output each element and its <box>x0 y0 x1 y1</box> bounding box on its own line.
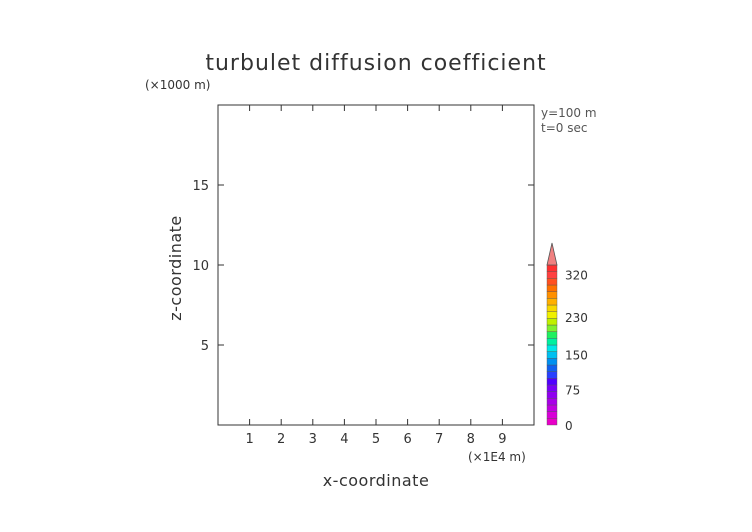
y-axis-unit: (×1000 m) <box>145 78 210 92</box>
colorbar-swatch <box>546 278 558 286</box>
colorbar-swatch <box>546 324 558 332</box>
annotation-time: t=0 sec <box>541 121 587 135</box>
colorbar-swatch <box>546 418 558 426</box>
colorbar-label: 0 <box>565 419 573 433</box>
y-tick-label: 5 <box>201 339 209 354</box>
x-tick-label: 5 <box>372 432 380 447</box>
x-axis-label: x-coordinate <box>323 471 430 490</box>
x-tick-label: 6 <box>403 432 411 447</box>
colorbar-swatch <box>546 411 558 419</box>
x-tick-label: 7 <box>435 432 443 447</box>
colorbar-swatch <box>546 351 558 359</box>
colorbar-swatch <box>546 318 558 326</box>
x-tick-label: 1 <box>245 432 253 447</box>
colorbar-extend-arrow <box>546 242 558 266</box>
colorbar-label: 230 <box>565 311 588 325</box>
colorbar-swatch <box>546 338 558 346</box>
y-tick-label: 15 <box>192 179 209 194</box>
y-axis-label: z-coordinate <box>166 215 185 321</box>
colorbar-swatch <box>546 291 558 299</box>
colorbar-swatch <box>546 398 558 406</box>
colorbar-swatch <box>546 404 558 412</box>
x-axis-unit: (×1E4 m) <box>468 450 526 464</box>
y-tick-label: 10 <box>192 259 209 274</box>
colorbar-swatch <box>546 358 558 366</box>
colorbar-swatch <box>546 384 558 392</box>
colorbar-swatch <box>546 378 558 386</box>
colorbar-swatch <box>546 264 558 272</box>
plot-area <box>217 104 535 426</box>
colorbar-swatch <box>546 311 558 319</box>
x-tick-label: 4 <box>340 432 348 447</box>
colorbar-swatch <box>546 391 558 399</box>
colorbar-swatch <box>546 298 558 306</box>
colorbar-swatch <box>546 371 558 379</box>
colorbar-swatch <box>546 304 558 312</box>
colorbar-label: 320 <box>565 268 588 282</box>
chart-title: turbulet diffusion coefficient <box>205 51 546 76</box>
colorbar-swatch <box>546 364 558 372</box>
annotation-y: y=100 m <box>541 106 597 120</box>
colorbar-label: 75 <box>565 384 580 398</box>
colorbar-swatch <box>546 344 558 352</box>
x-tick-label: 9 <box>498 432 506 447</box>
colorbar-swatch <box>546 331 558 339</box>
y-axis-ticks: 5 10 15 <box>192 179 534 354</box>
colorbar: 320 230 150 75 0 <box>546 242 588 433</box>
x-axis-ticks: 1 2 3 4 5 6 7 8 9 <box>245 105 507 447</box>
colorbar-swatch <box>546 271 558 279</box>
x-tick-label: 3 <box>309 432 317 447</box>
colorbar-swatch <box>546 284 558 292</box>
x-tick-label: 2 <box>277 432 285 447</box>
x-tick-label: 8 <box>467 432 475 447</box>
colorbar-label: 150 <box>565 348 588 362</box>
